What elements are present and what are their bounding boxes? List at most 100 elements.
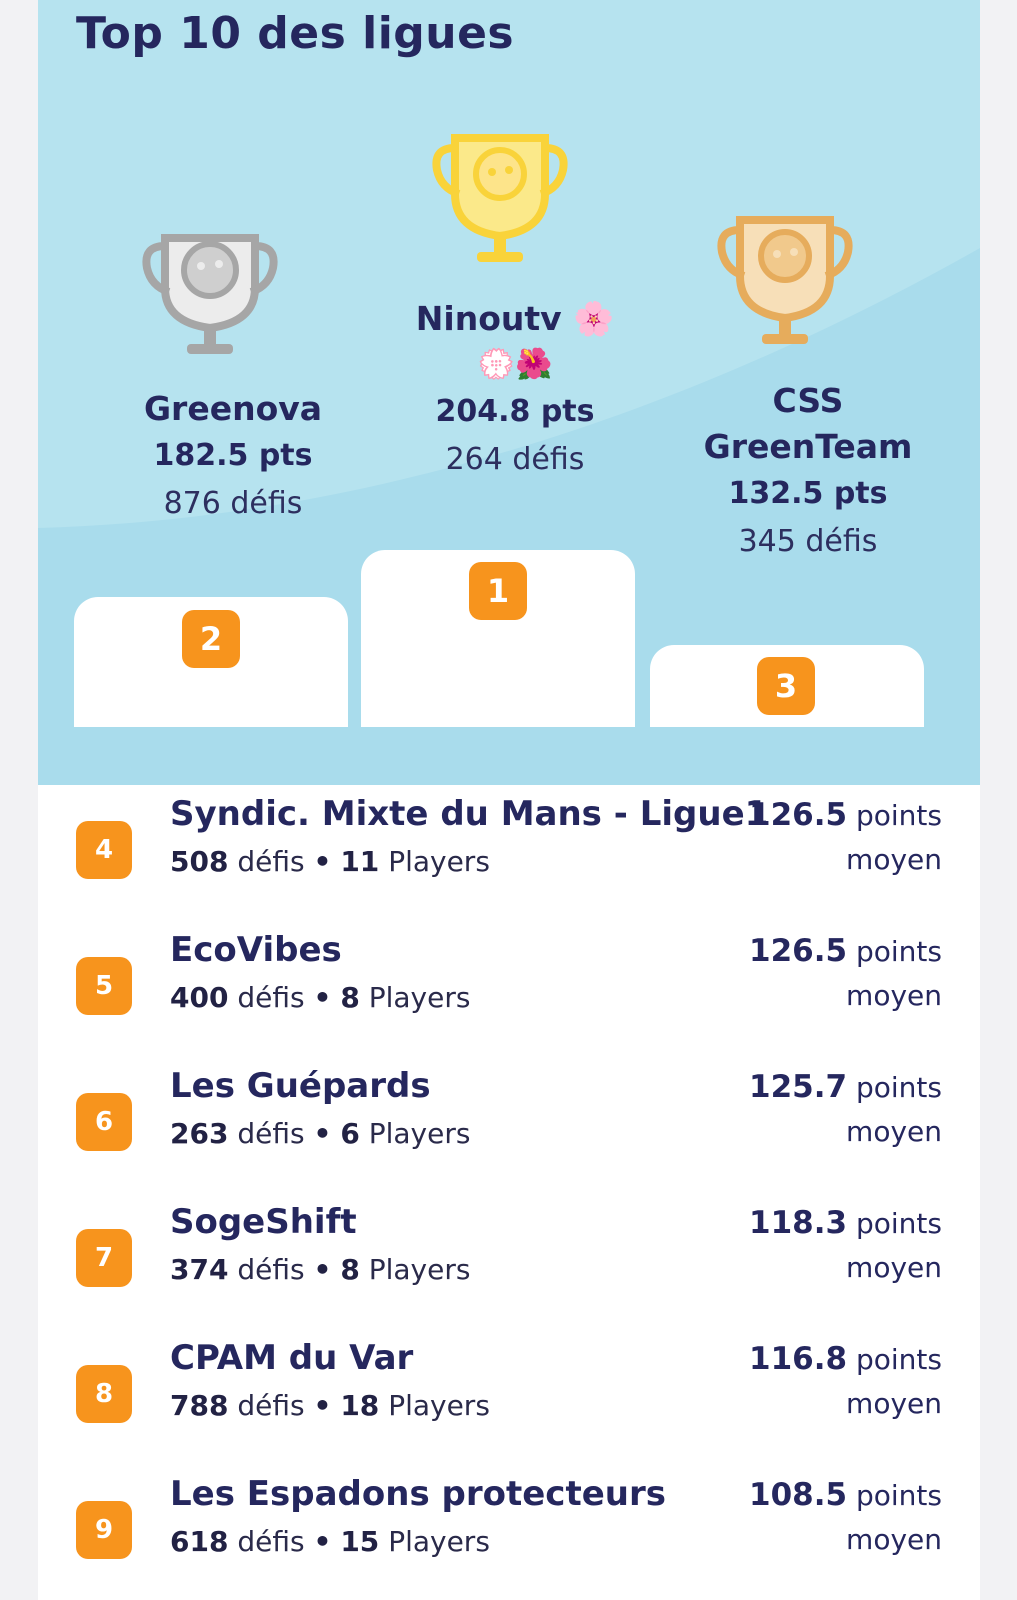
score-sub: moyen (846, 843, 942, 876)
podium-name-line1: CSS (772, 381, 844, 420)
score-sub: moyen (846, 1115, 942, 1148)
players-count: 11 (340, 845, 380, 878)
defis-count: 508 (170, 845, 229, 878)
score-sub: moyen (846, 1251, 942, 1284)
score-label: points (856, 799, 942, 832)
defis-count: 788 (170, 1389, 229, 1422)
defis-label: défis (237, 1117, 305, 1150)
league-stats: 263 défis • 6 Players (170, 1111, 470, 1157)
rank-badge: 1 (469, 562, 527, 620)
separator: • (313, 845, 332, 878)
players-count: 15 (340, 1525, 380, 1558)
podium-name-emoji: 🌸 (573, 299, 615, 338)
defis-count: 400 (170, 981, 229, 1014)
rank-badge: 5 (76, 957, 132, 1015)
league-list: 4 Syndic. Mixte du Mans - Ligue1 508 déf… (38, 785, 980, 1600)
podium-name: Greenova (143, 389, 323, 428)
score-sub: moyen (846, 1523, 942, 1556)
players-label: Players (388, 845, 490, 878)
rank-badge: 4 (76, 821, 132, 879)
players-count: 18 (340, 1389, 380, 1422)
podium-name-line2: GreenTeam (703, 427, 913, 466)
players-label: Players (368, 1117, 471, 1150)
rank-badge: 6 (76, 1093, 132, 1151)
league-score: 108.5 points moyen (749, 1473, 942, 1562)
league-stats: 508 défis • 11 Players (170, 839, 490, 885)
list-item[interactable]: 8 CPAM du Var 788 défis • 18 Players 116… (38, 1329, 980, 1465)
league-score: 118.3 points moyen (749, 1201, 942, 1290)
score-value: 118.3 (749, 1205, 848, 1241)
podium-name-text: Ninoutv (415, 299, 562, 338)
league-stats: 788 défis • 18 Players (170, 1383, 490, 1429)
podium-defis: 345 défis (738, 524, 878, 559)
leaderboard-card: Top 10 des ligues (38, 0, 980, 1600)
league-name: Syndic. Mixte du Mans - Ligue1 (170, 794, 769, 834)
score-sub: moyen (846, 1387, 942, 1420)
list-item[interactable]: 9 Les Espadons protecteurs 618 défis • 1… (38, 1465, 980, 1600)
players-label: Players (388, 1525, 490, 1558)
score-value: 125.7 (749, 1069, 848, 1105)
podium-name: Ninoutv 🌸 (390, 296, 640, 342)
league-name: Les Espadons protecteurs (170, 1474, 666, 1514)
podium-third[interactable]: CSS GreenTeam 132.5 pts 345 défis (678, 378, 938, 566)
podium-section: Top 10 des ligues (38, 0, 980, 785)
separator: • (313, 1117, 332, 1150)
podium-points: 182.5 pts (153, 438, 313, 473)
league-score: 125.7 points moyen (749, 1065, 942, 1154)
score-label: points (856, 935, 942, 968)
players-label: Players (368, 1253, 471, 1286)
league-name: CPAM du Var (170, 1338, 414, 1378)
podium-second[interactable]: Greenova 182.5 pts 876 défis (108, 386, 358, 528)
trophy-gold-icon (429, 130, 571, 276)
list-item[interactable]: 6 Les Guépards 263 défis • 6 Players 125… (38, 1057, 980, 1193)
players-count: 8 (340, 981, 360, 1014)
trophy-silver-icon (139, 218, 281, 364)
league-stats: 618 défis • 15 Players (170, 1519, 490, 1565)
league-stats: 374 défis • 8 Players (170, 1247, 470, 1293)
score-sub: moyen (846, 979, 942, 1012)
score-value: 116.8 (749, 1341, 848, 1377)
players-label: Players (388, 1389, 490, 1422)
rank-badge: 2 (182, 610, 240, 668)
trophy-bronze-icon (714, 212, 856, 358)
defis-label: défis (237, 1525, 305, 1558)
defis-label: défis (237, 981, 305, 1014)
defis-count: 618 (170, 1525, 229, 1558)
separator: • (313, 1389, 332, 1422)
players-label: Players (368, 981, 471, 1014)
defis-label: défis (237, 845, 305, 878)
rank-badge: 9 (76, 1501, 132, 1559)
players-count: 6 (340, 1117, 360, 1150)
defis-label: défis (237, 1389, 305, 1422)
rank-badge: 3 (757, 657, 815, 715)
podium-extra-emoji: 💮🌺 (477, 347, 553, 382)
separator: • (313, 1525, 332, 1558)
page-title: Top 10 des ligues (76, 8, 515, 59)
league-name: SogeShift (170, 1202, 357, 1242)
score-label: points (856, 1343, 942, 1376)
list-item[interactable]: 5 EcoVibes 400 défis • 8 Players 126.5 p… (38, 921, 980, 1057)
podium-defis: 876 défis (163, 486, 303, 521)
league-name: Les Guépards (170, 1066, 431, 1106)
defis-count: 263 (170, 1117, 229, 1150)
podium-defis: 264 défis (445, 442, 585, 477)
rank-badge: 8 (76, 1365, 132, 1423)
league-score: 126.5 points moyen (749, 929, 942, 1018)
score-value: 108.5 (749, 1477, 848, 1513)
defis-count: 374 (170, 1253, 229, 1286)
score-value: 126.5 (749, 797, 848, 833)
list-item[interactable]: 4 Syndic. Mixte du Mans - Ligue1 508 déf… (38, 785, 980, 921)
separator: • (313, 1253, 332, 1286)
league-score: 126.5 points moyen (749, 793, 942, 882)
rank-badge: 7 (76, 1229, 132, 1287)
score-label: points (856, 1071, 942, 1104)
podium-points: 204.8 pts (435, 394, 595, 429)
score-label: points (856, 1207, 942, 1240)
separator: • (313, 981, 332, 1014)
defis-label: défis (237, 1253, 305, 1286)
list-item[interactable]: 7 SogeShift 374 défis • 8 Players 118.3 … (38, 1193, 980, 1329)
score-label: points (856, 1479, 942, 1512)
league-name: EcoVibes (170, 930, 342, 970)
podium-first[interactable]: Ninoutv 🌸 💮🌺 204.8 pts 264 défis (390, 296, 640, 484)
players-count: 8 (340, 1253, 360, 1286)
